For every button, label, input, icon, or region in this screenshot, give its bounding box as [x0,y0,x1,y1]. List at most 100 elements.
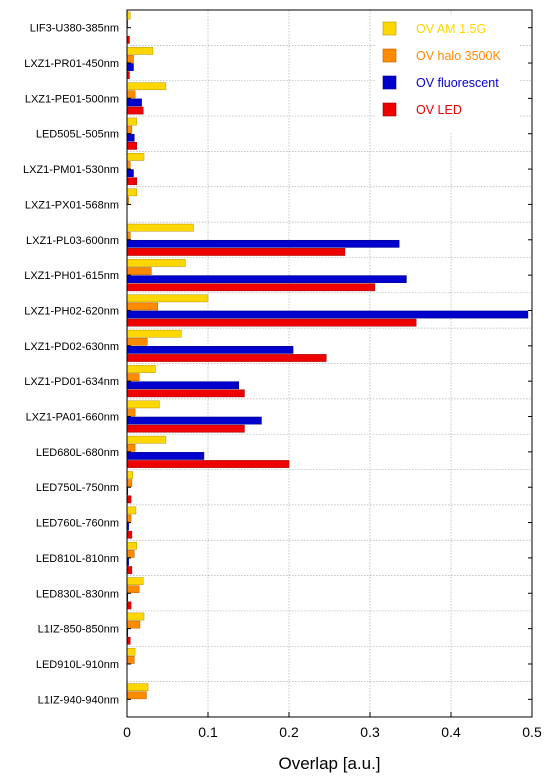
category-label: LXZ1-PD02-630nm [24,341,119,353]
category-label: L1IZ-850-850nm [38,624,119,636]
bar [126,310,529,319]
legend-box [375,16,520,132]
bar [126,267,152,275]
bar [126,98,142,107]
bar [126,601,132,610]
x-axis-title: Overlap [a.u.] [278,754,380,773]
category-label: LXZ1-PH01-615nm [24,270,119,282]
bar [126,416,262,425]
legend-label: OV halo 3500K [416,49,501,63]
category-label: LXZ1-PE01-500nm [25,93,119,105]
legend-swatch [382,48,397,63]
category-label: L1IZ-940-940nm [38,694,119,706]
bar [126,63,134,71]
bar [126,239,400,248]
bar [126,177,137,186]
bar [126,530,133,539]
category-label: LED830L-830nm [36,588,119,600]
bar [126,424,245,433]
bar [126,133,135,142]
bar [126,656,135,664]
bar [126,566,133,574]
bar [126,275,407,284]
bar [126,117,137,126]
bar [126,294,209,303]
bar [126,302,159,311]
bar [126,514,132,523]
bar [126,337,148,346]
category-label: LXZ1-PX01-568nm [25,199,119,211]
x-tick-label: 0.5 [522,724,542,740]
legend: OV AM 1.5G OV halo 3500K OV fluorescent OV … [375,16,520,132]
category-label: LED910L-910nm [36,659,119,671]
bar [126,142,137,150]
bar [126,47,154,55]
category-label: LED750L-750nm [36,482,119,494]
bar [126,389,245,398]
bar [126,153,145,161]
category-label: LED810L-810nm [36,553,119,565]
bar [126,577,144,585]
bar [126,125,133,134]
bar [126,479,133,488]
x-tick-label: 0.3 [360,724,380,740]
bar [126,460,290,468]
bar [126,283,376,292]
bar [126,188,137,197]
bar [126,400,160,409]
bar [126,612,145,621]
bar [126,259,186,267]
bar [126,248,346,256]
legend-swatch [382,21,397,36]
bars-layer [126,11,529,700]
category-label: LXZ1-PL03-600nm [26,235,119,247]
bar [126,541,137,550]
x-tick-label: 0.4 [441,724,461,740]
bar [126,550,135,558]
bar [126,506,137,515]
bar [126,329,182,338]
category-label: LXZ1-PM01-530nm [23,164,119,176]
x-tick-label: 0 [123,724,131,740]
category-label: LXZ1-PH02-620nm [24,305,119,317]
bar [126,495,132,504]
category-label: LED505L-505nm [36,129,119,141]
bar [126,55,134,63]
bar [126,408,136,417]
bar [126,365,156,373]
category-label: LXZ1-PD01-634nm [24,376,119,388]
plot-frame [126,9,533,718]
bar [126,691,147,700]
bar [126,318,417,327]
bar [126,90,136,99]
bar [126,452,205,460]
bar [126,381,240,390]
x-tick-label: 0.2 [279,724,299,740]
bar [126,223,194,232]
category-label: LXZ1-PA01-660nm [26,412,119,424]
legend-label: OV fluorescent [416,76,499,90]
x-tick-label: 0.1 [198,724,218,740]
category-label: LIF3-U380-385nm [30,23,119,35]
bar [126,354,327,362]
legend-label: OV LED [416,103,462,117]
ticks-layer: 0 0.1 0.2 0.3 0.4 0.5 [123,27,542,740]
bar [126,373,140,381]
bar [126,435,167,444]
legend-swatch [382,75,397,90]
bar [126,82,167,91]
legend-swatch [382,102,397,117]
bar [126,585,140,594]
category-label: LED760L-760nm [36,518,119,530]
bar [126,683,149,692]
category-label: LED680L-680nm [36,447,119,459]
bar [126,106,144,115]
bar [126,346,294,354]
bar [126,647,136,656]
category-label: LXZ1-PR01-450nm [24,58,119,70]
bar [126,169,134,177]
legend-label: OV AM 1.5G [416,22,486,36]
category-labels: LIF3-U380-385nm LXZ1-PR01-450nm LXZ1-PE01-… [23,23,119,707]
bar [126,620,141,629]
